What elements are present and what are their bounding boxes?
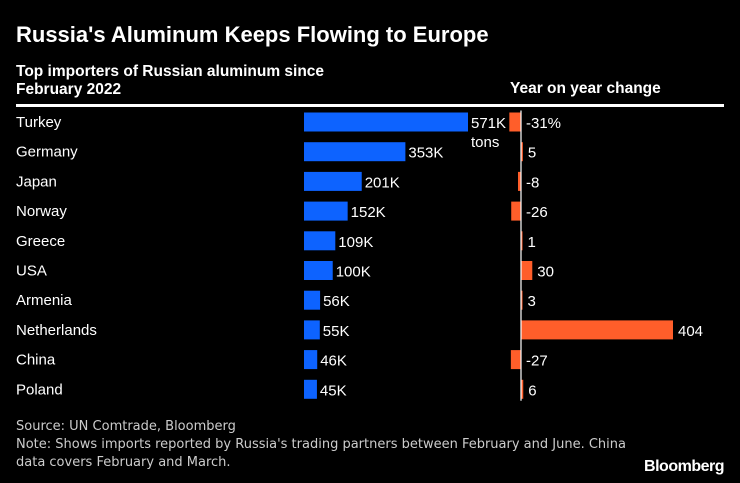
import-value-label: 56K [323,293,350,310]
yoy-value-label: 6 [528,382,536,399]
yoy-value-label: -26 [526,204,548,221]
import-value-label: 201K [365,174,400,191]
import-value-label: 109K [338,234,373,251]
yoy-value-label: 404 [678,323,703,340]
bloomberg-logo: Bloomberg [644,458,724,475]
yoy-value-label: 5 [528,145,536,162]
note-text: Note: Shows imports reported by Russia's… [16,437,626,470]
import-value-label: 571K [471,115,506,132]
chart-title: Russia's Aluminum Keeps Flowing to Europ… [16,22,489,47]
import-value-label: 45K [320,382,347,399]
yoy-value-label: 3 [528,293,536,310]
yoy-value-label: -31% [526,115,561,132]
category-label: Germany [16,144,78,161]
import-bar [304,379,317,399]
source-text: Source: UN Comtrade, Bloomberg [16,419,236,434]
header-rule [16,104,724,107]
import-bar [304,231,336,251]
import-bar [304,261,333,280]
yoy-value-label: 1 [528,234,536,251]
import-value-label: 46K [320,353,347,370]
unit-label: tons [471,134,499,151]
footer: Source: UN Comtrade, Bloomberg Note: Sho… [16,418,636,472]
yoy-bar [510,350,521,370]
yoy-value-label: 30 [537,264,554,281]
category-label: Turkey [16,114,62,131]
category-label: Norway [16,203,67,220]
import-value-label: 353K [408,145,443,162]
import-bar [304,320,320,340]
yoy-value-label: -8 [526,174,539,191]
yoy-bar [521,290,523,310]
category-label: USA [16,263,47,280]
yoy-bar [521,142,523,162]
category-label: Netherlands [16,322,97,339]
yoy-bar [521,379,524,399]
yoy-bar [509,112,521,132]
import-bar [304,201,348,221]
import-bar [304,171,362,191]
category-label: Armenia [16,292,73,309]
category-label: Poland [16,381,63,398]
import-bar [304,350,318,370]
import-value-label: 55K [323,323,350,340]
yoy-bar [511,201,521,221]
chart-subtitle: Top importers of Russian aluminum since … [16,63,325,98]
yoy-header: Year on year change [510,80,661,97]
yoy-bar [521,320,673,340]
import-bar [304,290,321,310]
yoy-bar [521,261,533,280]
category-label: Greece [16,233,65,250]
yoy-value-label: -27 [526,353,548,370]
category-label: China [16,352,56,369]
category-label: Japan [16,173,57,190]
yoy-bar [521,231,523,251]
import-bar [304,112,468,132]
import-value-label: 152K [351,204,386,221]
import-value-label: 100K [336,264,371,281]
yoy-bar [517,171,521,191]
import-bar [304,142,406,162]
